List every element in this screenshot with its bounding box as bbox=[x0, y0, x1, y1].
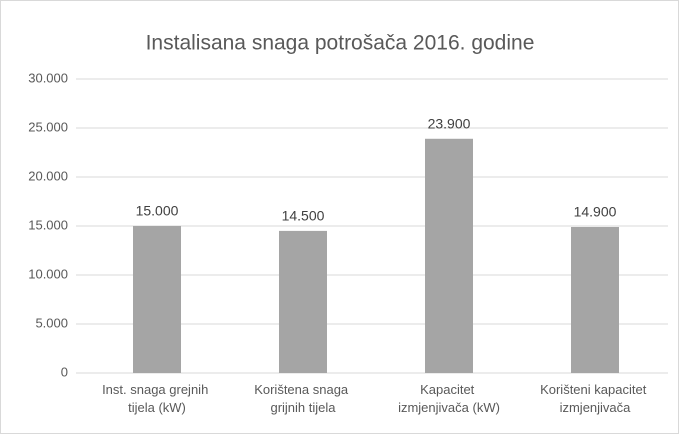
bar bbox=[425, 138, 473, 373]
bar bbox=[133, 226, 181, 373]
data-label: 14.500 bbox=[282, 208, 325, 224]
y-tick-label: 5.000 bbox=[35, 315, 68, 330]
y-tick-label: 30.000 bbox=[28, 70, 68, 85]
bar bbox=[279, 230, 327, 373]
y-tick-label: 20.000 bbox=[28, 168, 68, 183]
y-tick-label: 25.000 bbox=[28, 119, 68, 134]
y-tick-label: 10.000 bbox=[28, 266, 68, 281]
data-label: 14.900 bbox=[574, 204, 617, 220]
y-tick-label: 0 bbox=[61, 364, 68, 379]
x-tick-label: Kapacitet izmjenjivača (kW) bbox=[398, 382, 500, 415]
x-tick-label: Korišteni kapacitet izmjenjivača bbox=[540, 382, 650, 415]
data-label: 15.000 bbox=[136, 203, 179, 219]
y-tick-label: 15.000 bbox=[28, 217, 68, 232]
bar bbox=[571, 226, 619, 373]
x-tick-label: Korištena snaga grijnih tijela bbox=[254, 382, 352, 415]
data-label: 23.900 bbox=[428, 115, 471, 131]
x-tick-label: Inst. snaga grejnih tijela (kW) bbox=[102, 382, 212, 415]
chart-title: Instalisana snaga potrošača 2016. godine bbox=[146, 32, 535, 55]
